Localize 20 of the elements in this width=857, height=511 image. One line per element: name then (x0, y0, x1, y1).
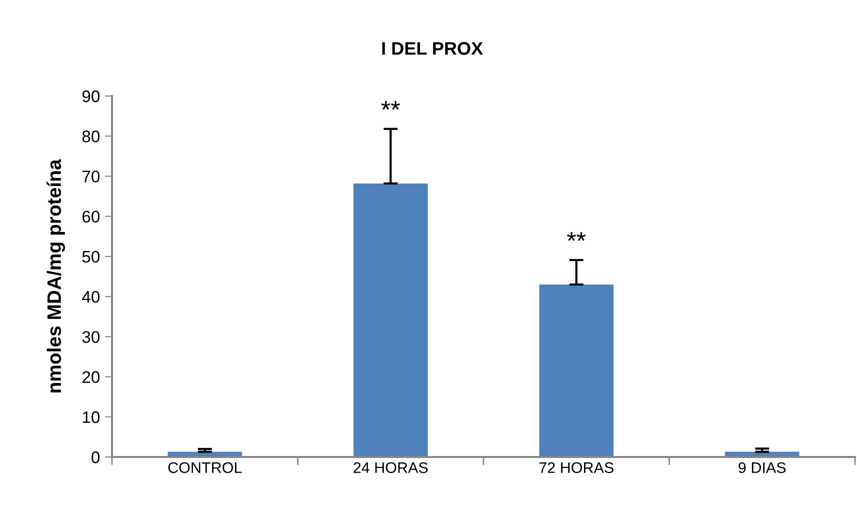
bar (353, 183, 428, 457)
y-tick-label: 0 (92, 451, 100, 464)
y-tick-label: 80 (82, 130, 100, 142)
y-tick-label: 30 (82, 331, 100, 343)
y-tick-label: 10 (82, 411, 100, 424)
y-tick-label: 90 (82, 90, 100, 102)
x-tick-label: 72 HORAS (539, 462, 614, 474)
y-tick-label: 60 (82, 210, 100, 223)
y-tick-label: 20 (82, 371, 100, 383)
x-tick-label: 9 DIAS (738, 462, 786, 474)
y-tick-label: 50 (82, 250, 100, 263)
bar (539, 284, 614, 457)
data-label: ** (567, 232, 586, 241)
chart-title: I DEL PROX (382, 42, 483, 55)
y-tick-label: 40 (82, 290, 100, 303)
y-tick-label: 70 (82, 170, 100, 182)
x-tick-label: 24 HORAS (354, 462, 428, 474)
x-tick-label: CONTROL (168, 462, 242, 474)
data-label: ** (381, 100, 400, 110)
y-axis-title: nmoles MDA/mg proteína (46, 159, 65, 392)
